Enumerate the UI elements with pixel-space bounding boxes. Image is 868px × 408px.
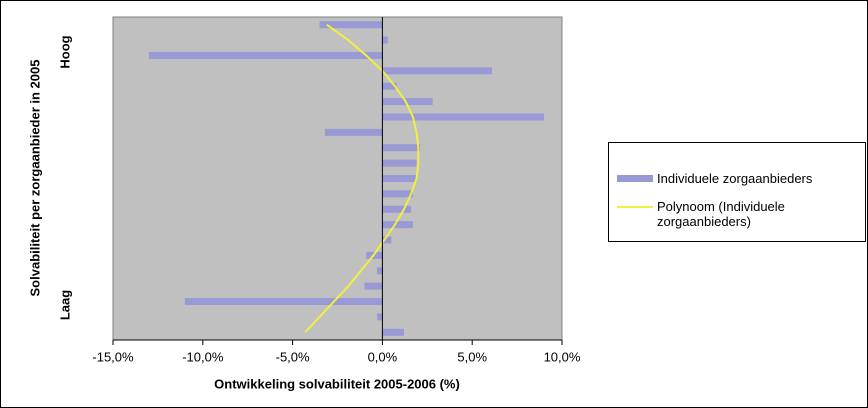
bar	[377, 313, 383, 321]
x-tick-label: 10,0%	[544, 349, 581, 364]
y-axis-title: Solvabiliteit per zorgaanbieder in 2005	[27, 60, 42, 297]
legend-swatch	[617, 206, 653, 208]
x-tick-label: 0,0%	[368, 349, 398, 364]
x-tick-label: 5,0%	[457, 349, 487, 364]
x-axis-title: Ontwikkeling solvabiliteit 2005-2006 (%)	[214, 376, 460, 391]
bar	[184, 298, 383, 306]
legend-item: Individuele zorgaanbieders	[617, 171, 857, 186]
y-annotation: Laag	[57, 290, 72, 320]
bar	[324, 128, 383, 136]
bar	[382, 175, 417, 182]
legend-label: Individuele zorgaanbieders	[657, 171, 813, 186]
bar	[382, 159, 417, 167]
legend-swatch	[617, 175, 653, 182]
bar	[319, 21, 383, 29]
bar	[382, 205, 412, 213]
x-tick-label: -15,0%	[92, 349, 134, 364]
x-tick-label: -10,0%	[182, 349, 224, 364]
bar	[377, 267, 383, 275]
bar	[382, 67, 492, 75]
legend: Individuele zorgaanbieders Polynoom (Ind…	[608, 142, 866, 242]
x-tick-label: -5,0%	[276, 349, 310, 364]
bar	[382, 190, 413, 198]
plot-area	[112, 16, 563, 341]
bar	[382, 221, 413, 229]
bar	[382, 144, 421, 152]
legend-label: Polynoom (Individuele zorgaanbieders)	[657, 199, 785, 229]
legend-item: Polynoom (Individuele zorgaanbieders)	[617, 199, 807, 229]
y-annotation: Hoog	[57, 35, 72, 68]
bar	[364, 282, 383, 290]
bar	[382, 98, 433, 106]
bar	[382, 328, 404, 336]
bar	[382, 236, 392, 244]
bar	[382, 82, 397, 90]
bar	[148, 51, 383, 59]
bar	[382, 36, 388, 44]
bar	[382, 113, 545, 121]
trend-line	[304, 23, 420, 333]
